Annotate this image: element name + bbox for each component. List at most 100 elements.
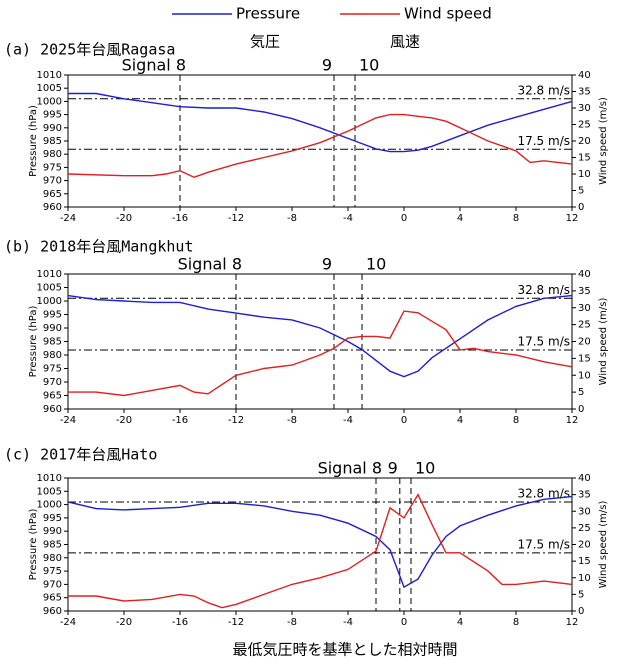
y-tick-label: 1010: [37, 473, 62, 484]
x-tick-label: 0: [401, 415, 407, 426]
panel-title: (c) 2017年台風Hato: [4, 446, 157, 464]
x-tick-label: -20: [116, 617, 132, 628]
x-tick-label: -24: [60, 617, 76, 628]
y-tick-label: 1010: [37, 269, 62, 280]
series-line: [68, 493, 573, 609]
y-tick-label: 970: [43, 176, 62, 187]
signal-label: 9: [322, 56, 332, 75]
y-tick-label: 985: [43, 540, 62, 551]
series-line: [68, 310, 573, 397]
y2-tick-label: 40: [578, 473, 591, 484]
y-tick-label: 980: [43, 350, 62, 361]
signal-label: Signal 8: [318, 459, 382, 478]
y-tick-label: 965: [43, 593, 62, 604]
x-tick-label: 4: [457, 415, 463, 426]
y2-tick-label: 30: [578, 303, 591, 314]
y-tick-label: 985: [43, 337, 62, 348]
threshold-label: 17.5 m/s: [517, 334, 570, 348]
x-tick-label: -24: [60, 415, 76, 426]
threshold-label: 17.5 m/s: [517, 537, 570, 551]
y-tick-label: 990: [43, 323, 62, 334]
x-tick-label: -16: [172, 415, 188, 426]
y-tick-label: 1000: [37, 500, 62, 511]
y-tick-label: 965: [43, 189, 62, 200]
y-tick-label: 960: [43, 202, 62, 213]
x-tick-label: -12: [228, 617, 244, 628]
series-line: [68, 92, 573, 153]
y2-tick-label: 35: [578, 87, 591, 98]
signal-label: 10: [359, 56, 379, 75]
y-axis-label: Pressure (hPa): [28, 306, 39, 378]
y2-axis-label: Wind speed (m/s): [598, 297, 609, 385]
y2-tick-label: 0: [578, 202, 584, 213]
y2-tick-label: 20: [578, 136, 591, 147]
y-tick-label: 1000: [37, 96, 62, 107]
y-tick-label: 980: [43, 149, 62, 160]
signal-label: 9: [388, 459, 398, 478]
y-tick-label: 1005: [37, 83, 62, 94]
y2-tick-label: 0: [578, 404, 584, 415]
y-tick-label: 980: [43, 553, 62, 564]
legend-sublabel: 風速: [390, 33, 420, 51]
series-line: [67, 495, 573, 589]
threshold-label: 17.5 m/s: [517, 134, 570, 148]
y2-tick-label: 25: [578, 523, 591, 534]
y-tick-label: 1005: [37, 283, 62, 294]
y-tick-label: 1000: [37, 296, 62, 307]
x-tick-label: -4: [343, 415, 353, 426]
y-tick-label: 1005: [37, 486, 62, 497]
x-tick-label: 12: [566, 415, 579, 426]
y2-tick-label: 5: [578, 387, 584, 398]
y2-tick-label: 40: [578, 70, 591, 81]
x-tick-label: 8: [513, 415, 519, 426]
y-tick-label: 995: [43, 110, 62, 121]
x-tick-label: -8: [287, 617, 297, 628]
y-tick-label: 965: [43, 391, 62, 402]
y2-tick-label: 40: [578, 269, 591, 280]
x-tick-label: -20: [116, 415, 132, 426]
y-tick-label: 1010: [37, 70, 62, 81]
y2-tick-label: 15: [578, 153, 591, 164]
y2-tick-label: 35: [578, 490, 591, 501]
y-tick-label: 975: [43, 162, 62, 173]
legend-label: Pressure: [236, 5, 300, 23]
y-tick-label: 995: [43, 310, 62, 321]
x-tick-label: -4: [343, 213, 353, 224]
y2-tick-label: 20: [578, 540, 591, 551]
y-tick-label: 970: [43, 377, 62, 388]
y2-tick-label: 30: [578, 103, 591, 114]
legend-sublabel: 気圧: [250, 33, 280, 51]
x-tick-label: -24: [60, 213, 76, 224]
x-tick-label: -8: [287, 415, 297, 426]
x-tick-label: 4: [457, 617, 463, 628]
y2-tick-label: 25: [578, 120, 591, 131]
y2-tick-label: 0: [578, 606, 584, 617]
threshold-label: 32.8 m/s: [517, 83, 570, 97]
y-tick-label: 960: [43, 606, 62, 617]
y-tick-label: 975: [43, 364, 62, 375]
x-tick-label: 8: [513, 617, 519, 628]
y-axis-label: Pressure (hPa): [28, 509, 39, 581]
y-tick-label: 985: [43, 136, 62, 147]
signal-label: 10: [366, 255, 386, 274]
y-tick-label: 990: [43, 526, 62, 537]
y2-tick-label: 25: [578, 320, 591, 331]
x-tick-label: 8: [513, 213, 519, 224]
signal-label: 9: [322, 255, 332, 274]
series-line: [67, 294, 573, 378]
x-tick-label: -12: [228, 415, 244, 426]
y-tick-label: 990: [43, 123, 62, 134]
y-tick-label: 970: [43, 579, 62, 590]
x-tick-label: 0: [401, 213, 407, 224]
y-tick-label: 975: [43, 566, 62, 577]
x-tick-label: -16: [172, 617, 188, 628]
x-tick-label: -20: [116, 213, 132, 224]
y2-tick-label: 35: [578, 286, 591, 297]
x-tick-label: 0: [401, 617, 407, 628]
plot-frame: [67, 273, 573, 410]
series-line: [67, 113, 573, 179]
signal-label: Signal 8: [178, 255, 242, 274]
y2-tick-label: 10: [578, 169, 591, 180]
panel-title: (b) 2018年台風Mangkhut: [4, 238, 194, 256]
